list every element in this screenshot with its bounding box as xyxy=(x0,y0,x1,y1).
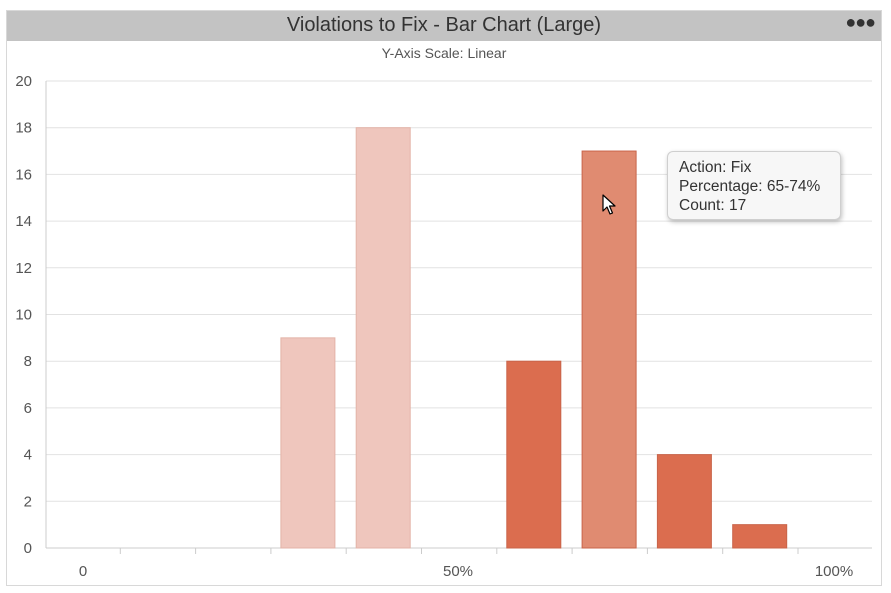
bar xyxy=(656,454,712,549)
y-tick-label: 14 xyxy=(15,213,32,230)
tooltip-action: Action: Fix xyxy=(679,159,752,176)
chart-title: Violations to Fix - Bar Chart (Large) xyxy=(286,14,602,36)
panel-titlebar: Violations to Fix - Bar Chart (Large) ●●… xyxy=(7,11,881,41)
y-tick-label: 0 xyxy=(24,540,32,557)
y-tick-label: 6 xyxy=(24,400,32,417)
chart-panel: Violations to Fix - Bar Chart (Large) ●●… xyxy=(6,10,882,586)
more-horizontal-icon[interactable]: ●●● xyxy=(845,12,876,32)
y-tick-label: 10 xyxy=(15,307,32,324)
bar xyxy=(280,337,336,549)
y-tick-label: 4 xyxy=(24,447,32,464)
bar xyxy=(732,524,788,549)
tooltip-percentage: Percentage: 65-74% xyxy=(679,178,821,195)
chart-subtitle: Y-Axis Scale: Linear xyxy=(381,45,507,61)
x-tick-label: 100% xyxy=(815,563,853,580)
bar xyxy=(506,360,562,549)
y-tick-label: 18 xyxy=(15,120,32,137)
y-tick-label: 20 xyxy=(15,73,32,90)
x-tick-label: 0 xyxy=(79,563,87,580)
bar xyxy=(581,150,637,549)
x-tick-label: 50% xyxy=(443,563,473,580)
mouse-pointer-icon xyxy=(602,194,616,215)
y-tick-label: 12 xyxy=(15,260,32,277)
y-tick-label: 2 xyxy=(24,493,32,510)
bar-tooltip: Action: Fix Percentage: 65-74% Count: 17 xyxy=(667,151,841,220)
tooltip-count: Count: 17 xyxy=(679,197,747,214)
bar xyxy=(355,127,411,549)
y-tick-label: 16 xyxy=(15,166,32,183)
y-tick-label: 8 xyxy=(24,353,32,370)
